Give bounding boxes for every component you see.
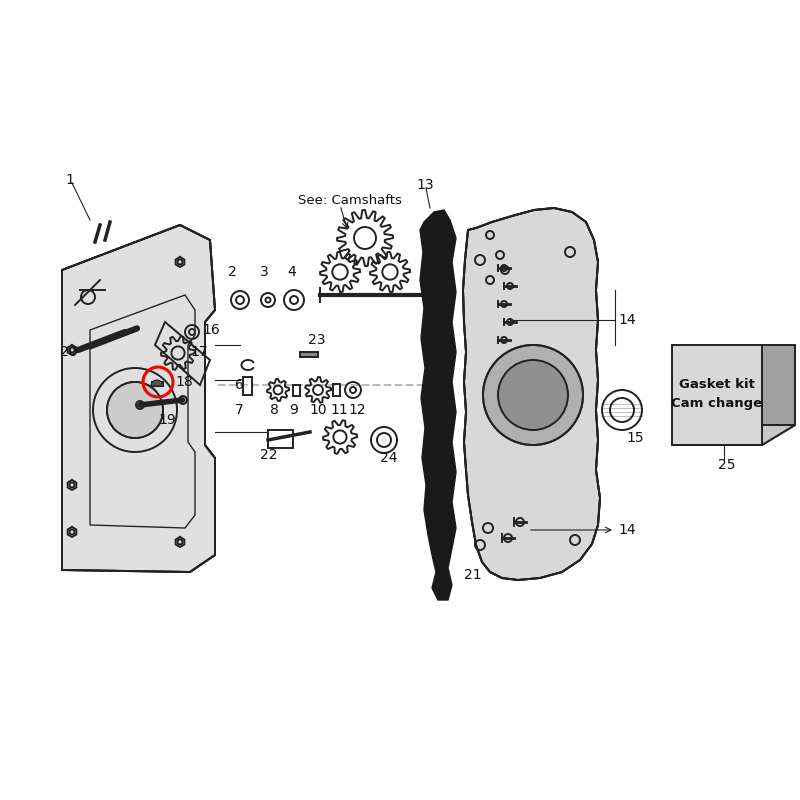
Text: 9: 9 [289,403,298,417]
Text: 1: 1 [65,173,74,187]
Text: 14: 14 [618,313,636,327]
Text: 6: 6 [235,378,244,392]
Text: Gasket kit: Gasket kit [679,378,755,391]
Text: 5: 5 [435,283,444,297]
Text: 18: 18 [175,375,193,389]
Text: 21: 21 [464,568,482,582]
Circle shape [498,360,568,430]
Circle shape [483,345,583,445]
Text: 8: 8 [270,403,279,417]
Text: 13: 13 [416,178,434,192]
Wedge shape [151,380,163,386]
Polygon shape [62,225,215,572]
Polygon shape [463,208,600,580]
Text: 20: 20 [60,345,78,359]
Text: 10: 10 [309,403,326,417]
Text: 3: 3 [260,265,269,279]
Polygon shape [762,345,795,445]
Text: 23: 23 [308,333,326,347]
Polygon shape [420,210,456,600]
FancyBboxPatch shape [300,352,318,357]
Text: 14: 14 [618,523,636,537]
Polygon shape [672,425,795,445]
Text: Cam change: Cam change [671,398,762,410]
Text: 15: 15 [626,431,644,445]
Text: 24: 24 [380,451,398,465]
Text: 12: 12 [348,403,366,417]
Text: 16: 16 [202,323,220,337]
Circle shape [107,382,163,438]
Text: 17: 17 [190,345,208,359]
Text: 22: 22 [260,448,278,462]
Text: 2: 2 [228,265,237,279]
FancyBboxPatch shape [151,381,163,386]
Text: 7: 7 [235,403,244,417]
Circle shape [136,401,144,409]
Text: 25: 25 [718,458,735,472]
Text: 19: 19 [158,413,176,427]
Circle shape [179,396,187,404]
FancyBboxPatch shape [672,345,762,445]
Text: 11: 11 [330,403,348,417]
Text: See: Camshafts: See: Camshafts [298,194,402,206]
Text: 4: 4 [287,265,296,279]
